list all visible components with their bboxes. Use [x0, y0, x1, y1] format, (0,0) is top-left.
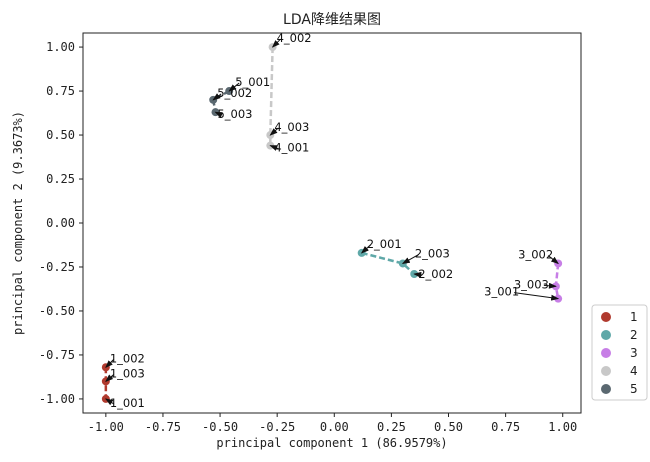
point-label: 1_003	[110, 366, 145, 380]
y-axis-title: principal component 2 (9.3673%)	[11, 111, 25, 335]
plot-area-frame	[82, 32, 582, 414]
point-label: 3_002	[518, 247, 553, 261]
legend-marker	[601, 366, 611, 376]
legend: 1 2 3 4 5	[591, 304, 648, 401]
point-annotation-arrow	[360, 244, 372, 254]
y-tick-label: -0.25	[39, 260, 75, 274]
x-tick-label: -0.25	[259, 420, 295, 434]
series-2-line	[361, 251, 416, 275]
y-axis-ticks: 1.00 0.75 0.50 0.25 0.00 -0.25 -0.50 -0.75 -1.00	[39, 40, 83, 406]
x-axis-ticks: -1.00 -0.75 -0.50 -0.25 0.00 0.25 0.50 0.75 1.00	[88, 413, 577, 434]
point-annotation-arrow	[413, 271, 423, 278]
point-annotation-arrow	[547, 255, 559, 265]
legend-frame	[591, 304, 648, 401]
y-tick-label: 0.50	[46, 128, 75, 142]
x-tick-label: -1.00	[88, 420, 124, 434]
legend-entry-label: 1	[630, 310, 638, 324]
point-annotation-arrow	[269, 145, 279, 151]
point-label: 5_001	[235, 75, 270, 89]
x-tick-label: -0.75	[145, 420, 181, 434]
point-annotation-arrow	[514, 292, 560, 301]
legend-marker	[601, 330, 611, 340]
point-annotation-arrow	[105, 373, 115, 382]
legend-entry-label: 4	[630, 364, 638, 378]
legend-marker	[601, 348, 611, 358]
point-annotation-arrow	[271, 38, 281, 48]
legend-entry-label: 2	[630, 328, 638, 342]
x-tick-label: -0.50	[202, 420, 238, 434]
point-label: 3_003	[514, 277, 549, 291]
x-tick-label: 0.25	[377, 420, 406, 434]
series-2: 2_001 2_003 2_002	[357, 237, 453, 281]
legend-entry-label: 5	[630, 382, 638, 396]
point-annotation-arrow	[543, 282, 557, 289]
series-4: 4_002 4_003 4_001	[266, 31, 312, 155]
point-annotation-arrow	[269, 127, 279, 136]
point-annotation-arrow	[228, 82, 240, 92]
y-tick-label: 0.75	[46, 84, 75, 98]
point-annotation-arrow	[104, 398, 115, 406]
point-label: 1_002	[110, 351, 145, 365]
y-tick-label: 1.00	[46, 40, 75, 54]
y-tick-label: 0.25	[46, 172, 75, 186]
x-tick-label: 0.75	[491, 420, 520, 434]
point-label: 2_003	[415, 246, 450, 260]
point-label: 1_001	[110, 396, 145, 410]
chart-title: LDA降维结果图	[283, 12, 381, 28]
legend-marker	[601, 312, 611, 322]
point-annotation-arrow	[401, 254, 420, 264]
x-axis-title: principal component 1 (86.9579%)	[216, 436, 447, 450]
point-label: 4_001	[274, 141, 309, 155]
point-annotation-arrow	[105, 358, 115, 368]
y-tick-label: -1.00	[39, 392, 75, 406]
y-tick-label: 0.00	[46, 216, 75, 230]
point-label: 3_001	[484, 285, 519, 299]
x-tick-label: 0.50	[434, 420, 463, 434]
x-tick-label: 1.00	[548, 420, 577, 434]
legend-entry-label: 3	[630, 346, 638, 360]
y-tick-label: -0.75	[39, 348, 75, 362]
point-label: 5_002	[217, 86, 252, 100]
point-label: 2_001	[367, 237, 402, 251]
y-tick-label: -0.50	[39, 304, 75, 318]
point-label: 5_003	[217, 107, 252, 121]
point-annotation-arrow	[212, 93, 222, 101]
legend-marker	[601, 384, 611, 394]
x-tick-label: 0.00	[320, 420, 349, 434]
point-label: 2_002	[418, 267, 453, 281]
point-label: 4_003	[274, 120, 309, 134]
point-label: 4_002	[277, 31, 312, 45]
point-annotation-arrow	[214, 111, 224, 118]
